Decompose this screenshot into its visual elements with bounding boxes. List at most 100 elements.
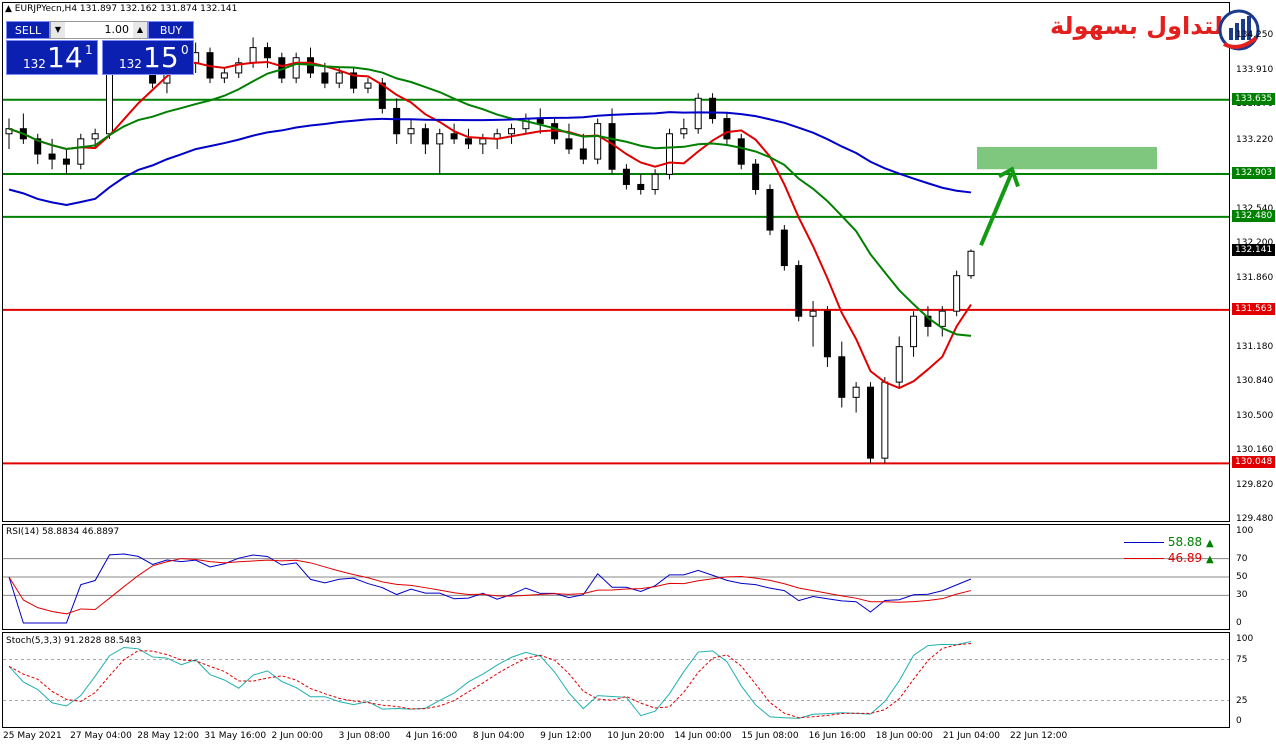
rsi-pane[interactable] — [2, 524, 1230, 630]
candle-body — [723, 118, 731, 140]
price-axis-label: 131.180 — [1236, 341, 1274, 352]
stochastic-d-line — [8, 642, 972, 719]
candle-body — [335, 72, 343, 84]
price-axis-label: 130.840 — [1236, 376, 1274, 387]
candle-body — [766, 189, 774, 231]
rsi-signal-value: 46.89 — [1167, 551, 1203, 565]
price-axis-label: 133.910 — [1236, 64, 1274, 75]
candle-body — [249, 47, 257, 64]
stochastic-axis-label: 25 — [1236, 695, 1248, 706]
one-click-trading-panel: SELL ▼ 1.00 ▲ BUY 132 14 1 132 15 0 — [6, 21, 194, 75]
candle-body — [393, 107, 401, 135]
sell-price-fraction: 1 — [85, 43, 93, 57]
candle-body — [263, 47, 271, 59]
candle-body — [737, 138, 745, 165]
price-axis-label: 129.480 — [1236, 514, 1274, 524]
price-level-tag: 130.048 — [1232, 456, 1276, 469]
candle-body — [924, 315, 932, 327]
time-axis-label: 16 Jun 16:00 — [808, 731, 866, 741]
time-axis-label: 15 Jun 08:00 — [741, 731, 799, 741]
time-axis-label: 21 Jun 04:00 — [942, 731, 1001, 741]
candle-body — [565, 138, 573, 150]
candle-body — [235, 62, 243, 74]
candle-body — [938, 310, 946, 327]
up-triangle-icon: ▲ — [1206, 554, 1214, 565]
candle-body — [321, 72, 329, 84]
rsi-title: RSI(14) 58.8834 46.8897 — [6, 527, 120, 537]
lot-size-input[interactable]: 1.00 — [104, 23, 130, 36]
candle-body — [680, 128, 688, 135]
candle-body — [364, 82, 372, 89]
candle-body — [594, 123, 602, 160]
chart-title: ▲ EURJPYecn,H4 131.897 132.162 131.874 1… — [5, 4, 237, 14]
price-level-tag: 132.903 — [1232, 167, 1276, 179]
price-axis-label: 132.540 — [1236, 203, 1274, 214]
time-axis-label: 8 Jun 04:00 — [472, 731, 525, 741]
candle-body — [508, 128, 516, 135]
rsi-value: 58.88 — [1167, 535, 1203, 549]
stochastic-pane[interactable] — [2, 632, 1230, 728]
main-chart-pane[interactable] — [2, 2, 1230, 522]
candle-body — [292, 57, 300, 79]
candle-body — [421, 128, 429, 145]
candle-body — [622, 168, 630, 185]
candle-body — [795, 265, 803, 317]
candle-body — [651, 173, 659, 191]
rsi-legend-signal: 46.89 ▲ — [1124, 551, 1214, 565]
candle-body — [953, 275, 961, 312]
candle-body — [780, 229, 788, 267]
time-axis-label: 14 Jun 00:00 — [674, 731, 732, 741]
time-axis-label: 27 May 04:00 — [70, 731, 132, 741]
target-arrow-head-icon — [998, 166, 1020, 188]
candle-body — [910, 315, 918, 348]
stochastic-axis-label: 0 — [1236, 716, 1242, 726]
price-level-tag: 131.563 — [1232, 302, 1276, 315]
candle-body — [665, 133, 673, 175]
sell-button[interactable]: SELL — [6, 21, 50, 39]
price-axis-label: 133.220 — [1236, 134, 1274, 145]
buy-price-box[interactable]: 132 15 0 — [102, 40, 194, 75]
candle-body — [809, 310, 817, 317]
moving-average-blue — [8, 111, 972, 206]
candle-body — [34, 138, 42, 155]
rsi-legend-main: 58.88 ▲ — [1124, 535, 1214, 549]
candle-body — [852, 386, 860, 398]
up-triangle-icon: ▲ — [1206, 538, 1214, 549]
candle-body — [91, 133, 99, 140]
stochastic-title: Stoch(5,3,3) 91.2828 88.5483 — [6, 636, 142, 646]
candle-body — [579, 148, 587, 160]
lot-decrease-icon[interactable]: ▼ — [51, 22, 65, 38]
candle-body — [48, 153, 56, 160]
rsi-axis-label: 100 — [1236, 526, 1254, 536]
candle-body — [479, 138, 487, 145]
buy-price-pips: 15 — [143, 41, 179, 74]
candle-body — [77, 138, 85, 165]
price-axis-label: 131.860 — [1236, 272, 1274, 283]
stochastic-axis-label: 100 — [1236, 634, 1254, 644]
collapse-triangle-icon[interactable]: ▲ — [5, 4, 12, 14]
candle-body — [637, 183, 645, 191]
price-level-tag: 132.141 — [1232, 244, 1276, 257]
candle-body — [62, 158, 70, 165]
rsi-chart-svg — [3, 553, 1229, 624]
time-axis-label: 3 Jun 08:00 — [338, 731, 391, 741]
candle-body — [752, 163, 760, 191]
rsi-axis-label: 30 — [1236, 590, 1248, 601]
candle-body — [536, 118, 544, 125]
stochastic-k-line — [8, 641, 972, 719]
main-chart-svg — [3, 37, 1229, 465]
time-axis-label: 28 May 12:00 — [137, 731, 199, 741]
lot-size-stepper[interactable]: ▼ 1.00 ▲ — [50, 21, 148, 39]
buy-button[interactable]: BUY — [148, 21, 194, 39]
lot-increase-icon[interactable]: ▲ — [133, 22, 147, 38]
sell-price-box[interactable]: 132 14 1 — [6, 40, 98, 75]
moving-average-green — [8, 62, 972, 337]
time-axis-label: 9 Jun 12:00 — [540, 731, 592, 741]
sell-price-prefix: 132 — [23, 57, 46, 71]
sell-price-pips: 14 — [47, 41, 83, 74]
time-axis-label: 2 Jun 00:00 — [271, 731, 323, 741]
time-axis-label: 10 Jun 20:00 — [607, 731, 665, 741]
time-axis-label: 25 May 2021 — [3, 731, 62, 741]
rsi-axis-label: 50 — [1236, 572, 1248, 582]
price-level-tag: 132.480 — [1232, 209, 1276, 222]
